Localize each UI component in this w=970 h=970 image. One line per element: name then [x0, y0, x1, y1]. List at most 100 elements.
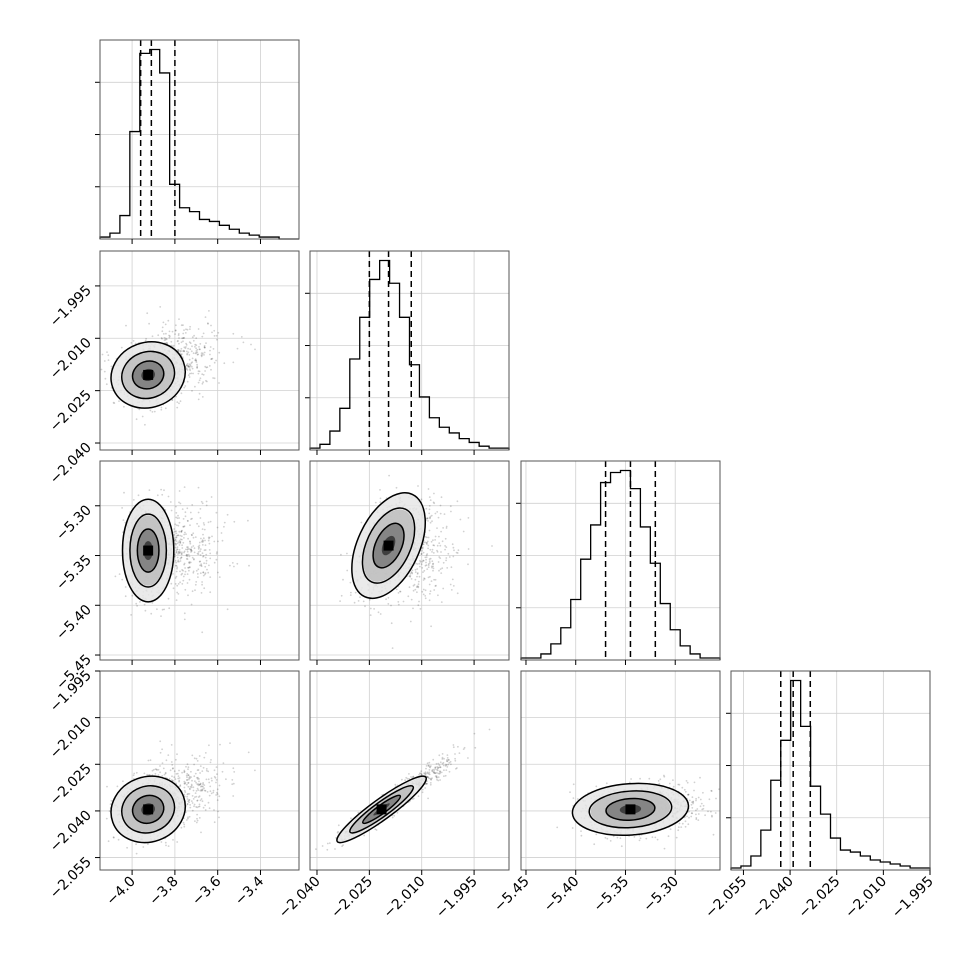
sample-point	[199, 548, 202, 550]
sample-point	[416, 591, 418, 594]
sample-point	[107, 840, 110, 843]
sample-point	[418, 575, 421, 578]
sample-point	[236, 562, 239, 565]
sample-point	[183, 769, 186, 772]
sample-point	[175, 516, 178, 519]
sample-point	[198, 805, 201, 808]
sample-point	[198, 560, 201, 563]
sample-point	[428, 558, 431, 561]
sample-point	[212, 791, 215, 794]
sample-point	[148, 774, 150, 776]
sample-point	[203, 789, 206, 792]
sample-point	[185, 342, 188, 345]
sample-point	[180, 556, 183, 559]
sample-point	[196, 783, 199, 786]
sample-point	[190, 784, 193, 787]
sample-point	[152, 768, 155, 771]
sample-point	[429, 499, 432, 501]
sample-point	[110, 365, 113, 368]
sample-point	[182, 340, 184, 343]
sample-point	[189, 369, 192, 372]
sample-point	[424, 595, 427, 597]
sample-point	[203, 587, 206, 590]
sample-point	[187, 366, 190, 368]
sample-point	[207, 323, 209, 325]
sample-point	[429, 515, 432, 518]
sample-point	[190, 365, 193, 368]
sample-point	[178, 549, 181, 551]
sample-point	[374, 501, 377, 504]
sample-point	[194, 358, 197, 361]
sample-point	[436, 511, 439, 513]
sample-point	[195, 821, 198, 824]
sample-point	[209, 557, 212, 560]
sample-point	[193, 558, 195, 560]
sample-point	[213, 561, 216, 564]
histogram-1	[309, 259, 510, 450]
sample-point	[195, 347, 198, 350]
sample-point	[218, 382, 220, 384]
sample-point	[176, 566, 179, 568]
sample-point	[429, 548, 432, 551]
sample-point	[169, 769, 172, 772]
sample-point	[163, 489, 165, 492]
sample-point	[189, 372, 191, 375]
sample-point	[418, 562, 421, 565]
sample-point	[180, 556, 183, 559]
sample-point	[196, 787, 199, 790]
density-peak	[143, 804, 154, 815]
sample-point	[184, 588, 187, 591]
sample-point	[161, 608, 164, 611]
sample-point	[209, 785, 212, 788]
sample-point	[213, 769, 216, 772]
sample-point	[197, 805, 200, 808]
sample-point	[183, 789, 186, 792]
sample-point	[177, 553, 179, 555]
sample-point	[176, 567, 178, 570]
sample-point	[204, 752, 207, 754]
sample-point	[175, 549, 178, 552]
sample-point	[150, 612, 153, 615]
sample-point	[151, 335, 154, 338]
sample-point	[248, 564, 250, 567]
sample-point	[172, 573, 174, 575]
sample-point	[203, 756, 206, 759]
sample-point	[188, 775, 191, 778]
sample-point	[422, 559, 425, 562]
sample-point	[187, 365, 190, 368]
sample-point	[186, 353, 189, 356]
sample-point	[142, 846, 145, 848]
sample-point	[197, 551, 200, 553]
sample-point	[181, 529, 183, 532]
sample-point	[215, 334, 218, 337]
sample-point	[165, 332, 167, 335]
sample-point	[166, 342, 169, 344]
sample-point	[164, 772, 167, 775]
sample-point	[187, 546, 189, 549]
sample-point	[201, 539, 204, 542]
sample-point	[182, 525, 185, 528]
sample-point	[146, 312, 149, 315]
sample-point	[197, 576, 199, 578]
sample-point	[428, 496, 431, 498]
sample-point	[217, 331, 220, 334]
sample-point	[151, 601, 154, 604]
sample-point	[149, 409, 152, 412]
sample-point	[427, 488, 430, 490]
sample-point	[187, 768, 189, 771]
sample-point	[205, 342, 207, 344]
sample-point	[424, 541, 426, 544]
sample-point	[218, 576, 221, 578]
sample-point	[175, 758, 177, 761]
sample-point	[443, 513, 446, 515]
sample-point	[186, 778, 189, 781]
sample-point	[431, 551, 433, 553]
sample-point	[181, 771, 184, 774]
sample-point	[417, 585, 420, 588]
sample-point	[180, 531, 183, 533]
sample-point	[178, 337, 180, 339]
sample-point	[207, 539, 210, 542]
sample-point	[349, 581, 352, 584]
sample-point	[196, 819, 199, 822]
sample-point	[190, 533, 193, 536]
